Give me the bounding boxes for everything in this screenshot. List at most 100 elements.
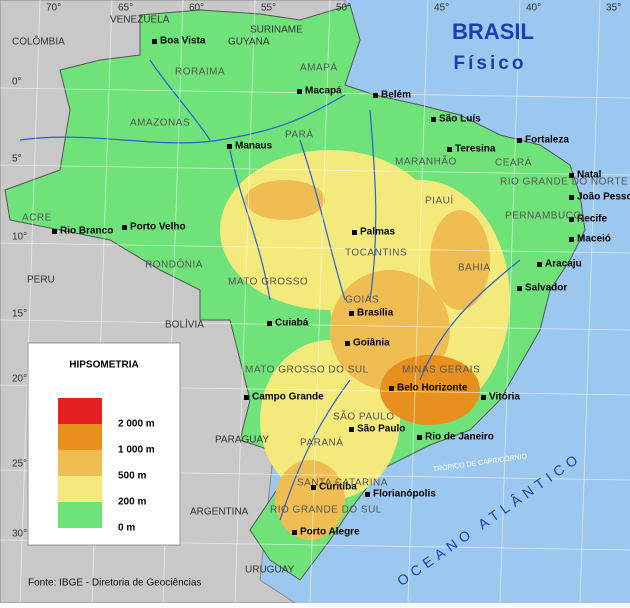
state-label: MATO GROSSO [228,277,308,288]
city-marker [297,89,302,94]
rivers [19,59,521,521]
state-label: RONDÔNIA [145,258,203,271]
city-label: Porto Alegre [300,527,360,538]
city-marker [431,117,436,122]
city-marker [569,195,574,200]
city-label: Rio Branco [60,226,113,237]
latitude-label: 10° [12,232,27,243]
longitude-line [234,0,256,604]
state-label: PARANÁ [300,436,343,449]
country-label: GUYANA [228,37,270,48]
city-marker [349,311,354,316]
legend-swatch [58,476,102,502]
city-label: São Paulo [357,424,405,435]
longitude-label: 65° [118,3,133,14]
city-label: Palmas [360,227,395,238]
city-marker [517,286,522,291]
latitude-label: 0° [12,77,22,88]
city-label: Belo Horizonte [397,383,468,394]
legend-swatch [58,424,102,450]
legend-swatch [58,398,102,424]
state-label: RIO GRANDE DO NORTE [500,177,628,188]
highland [430,210,490,310]
longitude-line [19,0,41,604]
city-marker [311,485,316,490]
longitude-label: 35° [606,3,621,14]
state-label: MINAS GERAIS [402,365,480,376]
city-marker [537,262,542,267]
legend-label: 0 m [118,523,135,534]
city-marker [122,225,127,230]
longitude-label: 50° [336,3,351,14]
labels: Boa Vista Macapá Belém São Luís Fortaleza Nat… [12,15,630,576]
city-label: Rio de Janeiro [425,432,494,443]
state-label: RORAIMA [175,67,225,78]
longitude-line [499,0,521,604]
map-title: BRASIL [452,19,534,44]
country-label: COLÔMBIA [12,35,65,48]
state-label: SANTA CATARINA [297,478,388,489]
longitude-label: 55° [261,3,276,14]
city-label: Fortaleza [525,135,569,146]
highland [380,355,480,425]
country-label: VENEZUELA [110,15,170,26]
city-label: Goiânia [353,338,390,349]
state-label: PIAUÍ [425,194,454,207]
latitude-line [0,87,630,99]
state-label: PARÁ [285,128,314,141]
latitude-line [0,242,630,254]
city-marker [349,427,354,432]
city-label: João Pessoa [577,192,630,203]
latitude-line [0,319,630,331]
country-label: PARAGUAY [215,435,269,446]
longitude-label: 40° [526,3,541,14]
city-label: Teresina [455,144,496,155]
river [369,109,377,301]
source: Fonte: IBGE - Diretoria de Geociências [28,578,201,589]
legend-label: 2 000 m [118,419,155,430]
city-label: Vitória [489,392,520,403]
country-label: URUGUAY [245,565,295,576]
city-label: Campo Grande [252,392,324,403]
city-label: Recife [577,214,607,225]
legend-title: HIPSOMETRIA [69,360,138,371]
country-label: BOLÍVIA [165,318,204,331]
city-marker [373,93,378,98]
city-marker [569,217,574,222]
legend-swatch [58,450,102,476]
city-marker [52,229,57,234]
city-marker [292,530,297,535]
city-label: Boa Vista [160,36,206,47]
legend-box [27,342,181,546]
state-label: CEARÁ [495,156,532,169]
longitude-label: 70° [46,3,61,14]
city-label: Florianópolis [373,489,436,500]
state-label: RIO GRANDE DO SUL [270,505,382,516]
highland [275,460,345,540]
state-label: GOIÁS [345,293,379,306]
state-label: PERNAMBUCO [505,211,582,222]
latitude-label: 5° [12,154,22,165]
city-marker [352,230,357,235]
city-marker [267,321,272,326]
city-label: Salvador [525,283,567,294]
city-marker [417,435,422,440]
city-marker [389,386,394,391]
latitude-line [0,164,630,176]
latitude-label: 25° [12,459,27,470]
legend-label: 1 000 m [118,445,155,456]
city-label: Porto Velho [130,222,186,233]
state-label: MATO GROSSO DO SUL [245,365,369,376]
city-label: Manaus [235,141,273,152]
city-marker [244,395,249,400]
longitude-label: 60° [189,3,204,14]
city-label: Natal [577,170,602,181]
river [299,139,346,301]
latitude-label: 30° [12,529,27,540]
city-label: Cuiabá [275,318,309,329]
state-label: AMAPÁ [300,61,338,74]
longitude-line [309,0,331,604]
city-label: Belém [381,90,411,101]
country-label: PERU [27,275,55,286]
